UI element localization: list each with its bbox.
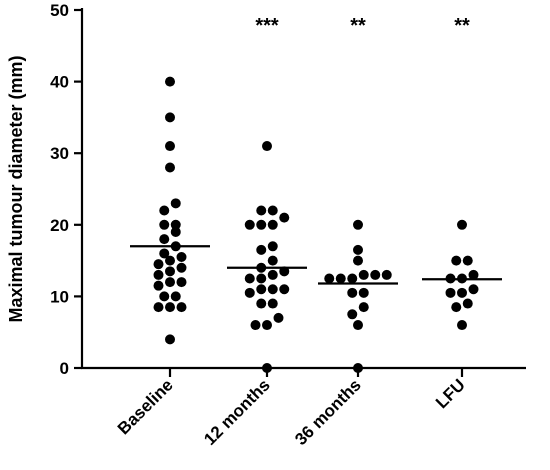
data-point <box>170 226 181 237</box>
data-point <box>256 284 267 295</box>
data-point <box>165 162 175 173</box>
data-point <box>165 334 175 345</box>
data-point <box>176 262 187 273</box>
data-point <box>176 277 187 288</box>
data-point <box>267 205 278 216</box>
data-point <box>462 298 473 309</box>
x-tick-label: LFU <box>432 375 469 412</box>
data-point <box>353 363 363 373</box>
data-point <box>262 141 272 152</box>
data-point <box>347 309 358 320</box>
data-point <box>165 76 175 87</box>
y-axis-label: Maximal tumour diameter (mm) <box>6 55 26 322</box>
data-point <box>347 273 358 284</box>
data-point <box>335 273 346 284</box>
data-point <box>370 269 381 280</box>
data-point <box>165 266 175 277</box>
data-point <box>159 219 170 230</box>
data-groups <box>130 76 502 373</box>
data-point <box>159 234 170 245</box>
data-point <box>279 212 290 223</box>
data-point <box>353 244 363 255</box>
x-tick-label: Baseline <box>114 375 177 438</box>
data-point <box>256 273 267 284</box>
data-point <box>256 244 267 255</box>
data-point <box>267 219 278 230</box>
data-point <box>462 255 473 266</box>
data-point <box>159 291 170 302</box>
significance-marker: *** <box>255 15 279 37</box>
data-point <box>176 252 187 263</box>
data-point <box>165 141 175 152</box>
data-point <box>457 287 467 298</box>
data-point <box>267 241 278 252</box>
data-point <box>358 302 369 313</box>
data-point <box>153 280 164 291</box>
data-point <box>165 112 175 123</box>
data-point <box>244 273 255 284</box>
data-point <box>170 219 181 230</box>
data-point <box>267 298 278 309</box>
y-tick-label: 0 <box>60 359 69 378</box>
y-ticks: 0 10 20 30 40 50 <box>50 1 82 378</box>
data-point <box>170 291 181 302</box>
y-tick-label: 50 <box>50 1 69 20</box>
x-ticks: Baseline 12 months 36 months LFU <box>114 368 469 449</box>
data-point <box>170 198 181 209</box>
data-point <box>256 205 267 216</box>
y-tick-label: 40 <box>50 73 69 92</box>
data-point <box>273 312 284 323</box>
data-point <box>176 302 187 313</box>
data-point <box>358 287 369 298</box>
data-point <box>468 284 479 295</box>
data-point <box>353 219 363 230</box>
data-point <box>267 255 278 266</box>
data-point <box>353 255 363 266</box>
data-point <box>153 259 164 270</box>
data-point <box>353 320 363 331</box>
data-point <box>451 302 462 313</box>
data-point <box>358 269 369 280</box>
y-tick-label: 10 <box>50 287 69 306</box>
data-point <box>451 255 462 266</box>
x-tick-label: 12 months <box>200 375 274 449</box>
data-point <box>165 277 175 288</box>
significance-markers: *** ** ** <box>255 15 470 37</box>
significance-marker: ** <box>454 15 470 37</box>
data-point <box>468 269 479 280</box>
data-point <box>262 320 272 331</box>
data-point <box>262 363 272 373</box>
data-point <box>457 219 467 230</box>
data-point <box>159 248 170 259</box>
data-point <box>347 287 358 298</box>
data-point <box>445 287 456 298</box>
data-point <box>267 284 278 295</box>
data-point <box>244 219 255 230</box>
data-point <box>324 273 335 284</box>
data-point <box>159 205 170 216</box>
data-point <box>250 320 261 331</box>
data-point <box>153 302 164 313</box>
y-tick-label: 30 <box>50 144 69 163</box>
data-point <box>279 284 290 295</box>
data-point <box>267 269 278 280</box>
significance-marker: ** <box>350 15 366 37</box>
data-point <box>244 287 255 298</box>
data-point <box>165 255 175 266</box>
data-point <box>153 269 164 280</box>
data-point <box>256 219 267 230</box>
data-point <box>165 302 175 313</box>
data-point <box>256 298 267 309</box>
data-point <box>457 320 467 331</box>
y-tick-label: 20 <box>50 216 69 235</box>
x-tick-label: 36 months <box>291 375 365 449</box>
data-point <box>381 269 392 280</box>
